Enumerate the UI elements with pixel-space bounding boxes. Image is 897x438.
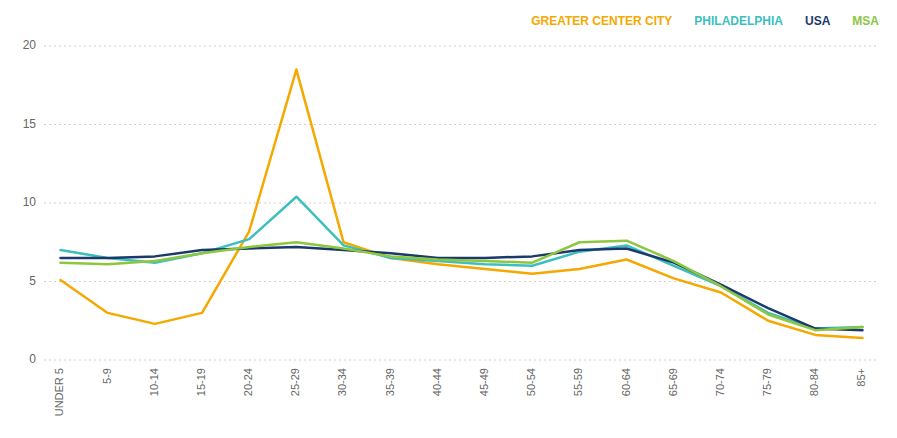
x-tick-label: 45-49 (478, 368, 490, 396)
x-tick-label: 35-39 (384, 368, 396, 396)
x-tick-label: 40-44 (431, 368, 443, 396)
grid-line (44, 360, 879, 361)
grid-line (44, 46, 879, 47)
x-tick-label: 60-64 (620, 368, 632, 396)
y-tick-label: 10 (23, 195, 37, 209)
x-axis: UNDER 5 5-9 10-14 15-19 20-24 25-29 30-34 35-39… (53, 368, 867, 416)
x-tick-label: 65-69 (667, 368, 679, 396)
lines (61, 70, 863, 338)
x-tick-label: 25-29 (289, 368, 301, 396)
x-tick-label: 75-79 (761, 368, 773, 396)
x-tick-label: 15-19 (195, 368, 207, 396)
grid-line (44, 281, 879, 282)
grid (44, 46, 879, 360)
x-tick-label: UNDER 5 (53, 368, 65, 416)
x-tick-label: 20-24 (242, 368, 254, 396)
x-tick-label: 30-34 (336, 368, 348, 396)
y-tick-label: 0 (29, 352, 36, 366)
x-tick-label: 80-84 (808, 368, 820, 396)
x-tick-label: 85+ (855, 368, 867, 387)
y-tick-label: 15 (23, 117, 37, 131)
series-line (61, 197, 863, 329)
series-line (61, 241, 863, 330)
legend-entry: USA (805, 14, 831, 28)
legend-entry: PHILADELPHIA (694, 14, 783, 28)
x-tick-label: 70-74 (714, 368, 726, 396)
y-axis: 0 5 10 15 20 (23, 38, 37, 366)
grid-line (44, 124, 879, 125)
grid-line (44, 203, 879, 204)
legend-entry: MSA (852, 14, 879, 28)
y-tick-label: 20 (23, 38, 37, 52)
x-tick-label: 5-9 (101, 368, 113, 384)
y-tick-label: 5 (29, 274, 36, 288)
series-line (61, 70, 863, 338)
legend-entry: GREATER CENTER CITY (531, 14, 672, 28)
x-tick-label: 50-54 (525, 368, 537, 396)
x-tick-label: 10-14 (148, 368, 160, 396)
chart-container: 0 5 10 15 20 UNDER 5 5-9 10-14 15-19 20-24 25-29 30… (0, 0, 897, 438)
chart-svg: 0 5 10 15 20 UNDER 5 5-9 10-14 15-19 20-24 25-29 30… (0, 0, 897, 438)
legend: GREATER CENTER CITY PHILADELPHIA USA MSA (531, 14, 879, 28)
x-tick-label: 55-59 (572, 368, 584, 396)
